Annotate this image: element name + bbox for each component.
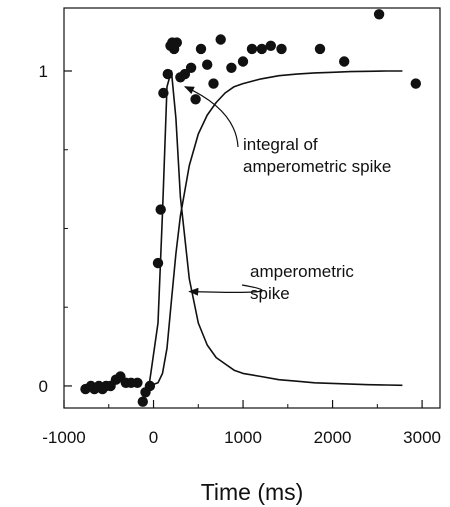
data-point <box>339 56 350 67</box>
annotation-text: amperometric spike <box>243 157 391 176</box>
annotation-arrow <box>183 86 239 148</box>
annotations: integral of amperometric spike amperometri… <box>183 86 391 303</box>
data-point <box>158 87 169 99</box>
x-tick-label: 0 <box>149 428 158 447</box>
y-axis-ticks: 01 <box>39 62 72 396</box>
data-point <box>152 257 164 269</box>
annotation-arrow <box>188 284 263 296</box>
x-tick-label: 2000 <box>314 428 352 447</box>
data-point <box>314 43 326 55</box>
data-point <box>276 43 287 55</box>
y-tick-label: 1 <box>39 62 48 81</box>
data-point <box>265 40 276 51</box>
data-point <box>246 43 258 55</box>
data-point <box>185 62 197 73</box>
data-point <box>171 37 182 48</box>
annotation-text: integral of <box>243 135 318 154</box>
spike-line <box>148 70 403 387</box>
data-point <box>208 78 219 89</box>
integral-line <box>148 70 403 387</box>
series-points <box>80 9 421 407</box>
data-point <box>373 9 385 20</box>
annotation-text: spike <box>250 284 290 303</box>
data-point <box>237 56 249 67</box>
y-tick-label: 0 <box>39 377 48 396</box>
data-point <box>190 94 201 105</box>
data-point <box>195 43 207 55</box>
x-axis-ticks: -1000 0 1000 2000 3000 <box>42 400 441 447</box>
x-axis-title: Time (ms) <box>201 479 304 505</box>
series-lines <box>148 70 403 387</box>
plot-frame <box>63 7 441 409</box>
data-point <box>256 43 267 55</box>
data-point <box>226 62 237 73</box>
data-point <box>202 59 213 70</box>
data-point <box>215 34 226 45</box>
data-point <box>162 68 173 80</box>
x-tick-label: 1000 <box>224 428 262 447</box>
annotation-text: amperometric <box>250 262 354 281</box>
data-point <box>155 204 166 215</box>
x-tick-label: 3000 <box>403 428 441 447</box>
data-point <box>137 396 148 407</box>
data-point <box>132 377 143 388</box>
x-tick-label: -1000 <box>42 428 85 447</box>
data-point <box>144 380 156 392</box>
data-point <box>410 78 421 89</box>
